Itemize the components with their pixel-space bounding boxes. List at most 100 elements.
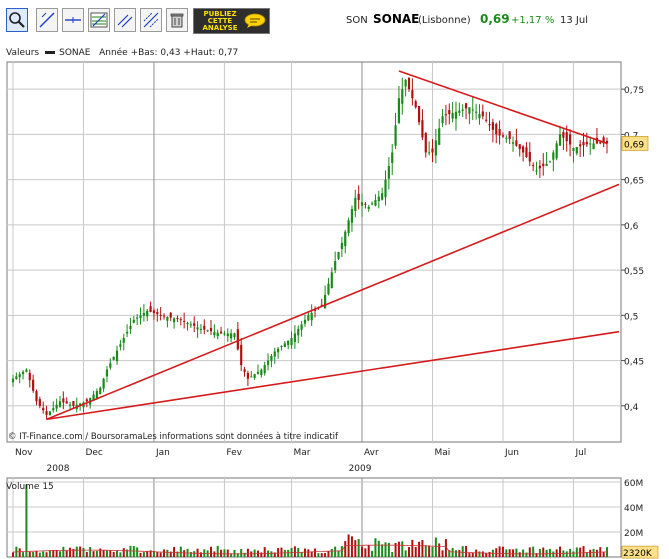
candle-body [421,120,424,138]
volume-bar [448,550,451,557]
last-volume-value: 2320K [623,549,653,559]
volume-bar [102,550,105,557]
volume-bar [508,549,511,557]
volume-bar [431,546,434,557]
candle-body [72,401,75,406]
volume-bar [280,547,283,557]
candle-body [575,147,578,154]
candle-body [293,333,296,342]
horizontal-line-icon [65,17,81,23]
legend-values-label: Valeurs [6,48,40,58]
volume-bar [595,549,598,557]
volume-bar [243,552,246,557]
month-label: Mai [434,448,450,458]
trendline-tool-button[interactable] [36,8,58,32]
candle-body [15,376,18,380]
volume-bar [535,553,538,557]
candle-body [223,333,226,335]
parallel-line-tool-button[interactable] [114,8,136,32]
candle-body [122,337,125,343]
last-price-value: 0,69 [624,140,644,150]
candle-body [451,112,454,119]
zoom-tool-button[interactable] [6,8,28,32]
candle-body [240,344,243,366]
volume-bar [260,552,263,557]
price-tick-label: 0,5 [624,312,638,322]
horizontal-line-tool-button[interactable] [62,8,84,32]
volume-bar [421,540,424,557]
month-label: Fev [226,448,242,458]
candle-body [21,371,25,375]
price-candles [11,77,609,420]
candle-body [193,323,196,326]
volume-bar [548,548,551,557]
volume-bar [129,545,132,557]
volume-bar [28,551,31,557]
volume-bar [414,546,417,557]
candle-body [599,142,602,144]
volume-bar [344,541,347,557]
candle-body [330,272,333,289]
candle-body [404,80,407,87]
volume-bar [179,546,182,557]
volume-average-line [12,544,608,555]
volume-bar [136,547,139,557]
volume-bar [391,552,394,557]
quote-change: +1,17 % [511,15,555,26]
candle-body [478,114,481,119]
price-axis: 0,750,70,650,60,550,50,450,40,69 [621,86,649,413]
candle-body [270,356,273,361]
fibonacci-tool-button[interactable] [88,8,110,32]
candle-body [505,137,508,139]
candle-body [417,105,421,123]
trendline[interactable] [398,70,608,145]
candle-body [528,152,531,162]
volume-bar [538,548,541,557]
volume-bar [210,546,212,557]
candle-body [196,327,199,330]
volume-bar [139,552,142,557]
candle-body [568,134,572,145]
candle-body [68,404,72,406]
volume-bar [277,548,280,557]
price-plot-frame [6,61,622,443]
volume-bar [572,551,575,557]
trendline[interactable] [46,183,620,421]
candle-body [357,193,360,200]
volume-bar [475,549,478,557]
volume-bar [401,541,404,557]
candle-body [199,328,203,330]
candle-body [52,408,55,411]
candle-body [535,170,538,172]
candle-body [327,283,330,295]
parallel-line-icon [117,14,133,28]
candle-body [139,315,142,319]
volume-bar [438,543,441,557]
volume-bar [263,547,266,557]
volume-bar [542,547,545,557]
candle-body [508,131,511,139]
volume-bar [169,551,172,557]
candle-body [458,110,461,113]
volume-bar [481,551,484,557]
candle-body [62,398,65,403]
volume-bar [183,550,186,557]
candle-body [226,333,229,337]
trendline[interactable] [46,330,620,421]
volume-bar [72,548,75,557]
delete-tool-button[interactable] [166,8,188,32]
volume-bar [132,545,135,557]
volume-bar [320,553,323,557]
candle-body [367,206,370,209]
publish-analysis-banner[interactable]: PUBLIEZ CETTE ANALYSE [193,8,270,34]
channel-tool-button[interactable] [140,8,162,32]
volume-plot-frame [6,477,622,558]
candle-body [129,325,132,330]
candle-body [518,144,521,150]
channel-icon [143,12,159,28]
volume-bar [468,553,471,557]
volume-bar [189,552,192,557]
volume-bar [166,549,169,557]
volume-bar [32,551,35,557]
